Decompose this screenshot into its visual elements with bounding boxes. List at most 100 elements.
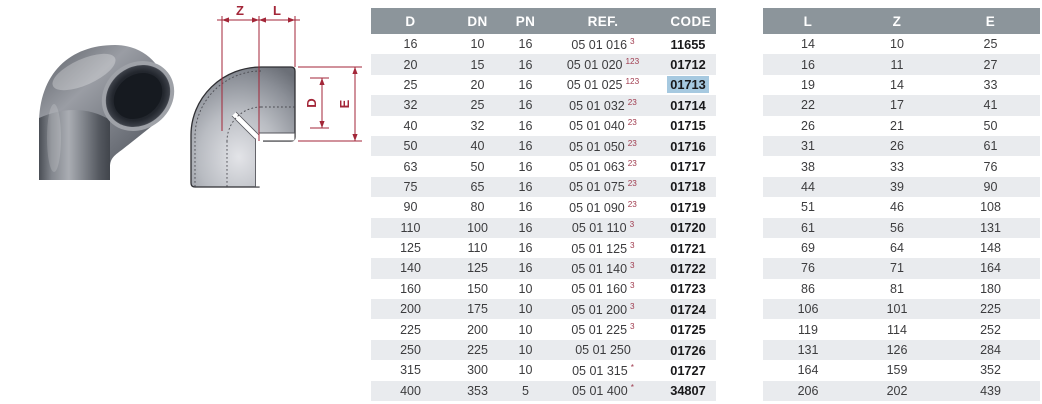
cell-z: 159	[886, 363, 908, 378]
cell-ref: 05 01 016 3	[571, 36, 635, 52]
cell-pn: 16	[505, 54, 546, 75]
reference-row: 315 300 10 05 01 315 * 01727	[371, 360, 716, 380]
cell-e: 61	[941, 135, 1040, 157]
dim-label-d: D	[304, 98, 319, 107]
cell-l: 26	[801, 118, 815, 133]
code-value: 01727	[670, 362, 706, 378]
cell-l: 44	[763, 176, 853, 198]
code-value: 01712	[670, 57, 706, 73]
code-value: 01721	[670, 240, 706, 256]
code-value: 01724	[670, 301, 706, 317]
cell-d: 75	[371, 176, 450, 198]
cell-z: 64	[890, 241, 904, 256]
ref-superscript: 3	[630, 322, 635, 332]
code-value: 01716	[670, 138, 706, 154]
cell-pn: 16	[505, 135, 546, 157]
dim-label-l: L	[273, 4, 281, 18]
reference-row: 63 50 16 05 01 063 23 01717	[371, 156, 716, 176]
cell-e: 50	[983, 118, 998, 133]
cell-d: 63	[403, 159, 418, 174]
cell-e: 76	[983, 159, 998, 174]
code-value: 01719	[670, 199, 706, 215]
cell-pn: 10	[505, 299, 546, 320]
ref-superscript: 3	[630, 240, 635, 250]
cell-pn: 16	[505, 95, 546, 116]
reference-row: 20 15 16 05 01 020 123 01712	[371, 54, 716, 75]
dimensions-row: 22 17 41	[763, 95, 1040, 116]
cell-ref: 05 01 025 123	[566, 77, 640, 93]
cell-z: 17	[853, 95, 941, 116]
cell-e: 90	[941, 176, 1040, 198]
code-value: 01718	[670, 179, 706, 195]
cell-code: 01726	[660, 339, 716, 361]
cell-z: 33	[890, 159, 904, 174]
ref-superscript: 3	[630, 260, 635, 270]
dimensions-row: 31 26 61	[763, 135, 1040, 157]
cell-ref: 05 01 040 23	[569, 118, 637, 134]
cell-ref: 05 01 032 23	[546, 95, 660, 116]
code-value: 01715	[670, 118, 706, 134]
code-value: 01722	[670, 260, 706, 276]
cell-code: 01727	[660, 360, 716, 380]
cell-ref: 05 01 125 3	[571, 240, 635, 256]
cell-e: 352	[980, 363, 1001, 378]
cell-code: 01716	[660, 135, 716, 157]
dimensions-row: 16 11 27	[763, 54, 1040, 75]
cell-e: 131	[941, 217, 1040, 238]
code-value: 11655	[670, 36, 706, 52]
pvc-elbow-photo-svg	[39, 45, 175, 180]
cell-d: 50	[371, 135, 450, 157]
cell-d: 32	[371, 95, 450, 116]
cell-dn: 200	[467, 322, 488, 337]
cell-code: 11655	[660, 34, 716, 54]
cell-dn: 32	[470, 118, 485, 133]
cell-ref: 05 01 090 23	[569, 199, 637, 215]
cell-d: 125	[400, 241, 421, 256]
cell-ref: 05 01 225 3	[571, 322, 635, 338]
cell-l: 51	[801, 200, 815, 215]
cell-z: 71	[853, 258, 941, 279]
cell-e: 284	[941, 339, 1040, 361]
cell-pn: 16	[505, 217, 546, 238]
cell-e: 25	[983, 37, 998, 52]
code-value: 01717	[670, 159, 706, 175]
col-header-ref: REF.	[546, 8, 660, 34]
dimensions-row: 19 14 33	[763, 75, 1040, 95]
cell-l: 16	[763, 54, 853, 75]
col-header-d: D	[371, 8, 450, 34]
dimensions-row: 86 81 180	[763, 279, 1040, 299]
reference-row: 160 150 10 05 01 160 3 01723	[371, 279, 716, 299]
cell-l: 14	[801, 37, 815, 52]
cell-code: 01725	[660, 319, 716, 339]
dimensions-row: 106 101 225	[763, 299, 1040, 320]
reference-row: 225 200 10 05 01 225 3 01725	[371, 319, 716, 339]
cell-d: 90	[403, 200, 418, 215]
ref-superscript: 23	[627, 118, 637, 128]
ref-superscript: 3	[630, 301, 635, 311]
cell-l: 86	[801, 281, 815, 296]
cell-d: 160	[400, 281, 421, 296]
cell-code: 01723	[660, 279, 716, 299]
elbow-socket-opening	[101, 61, 175, 131]
dimensions-row: 69 64 148	[763, 238, 1040, 258]
cell-ref: 05 01 050 23	[546, 135, 660, 157]
col-header-pn: PN	[505, 8, 546, 34]
cell-l: 38	[801, 159, 815, 174]
cell-pn: 16	[505, 176, 546, 198]
cell-dn: 25	[450, 95, 505, 116]
cell-dn: 80	[470, 200, 485, 215]
reference-row: 400 353 5 05 01 400 * 34807	[371, 380, 716, 402]
drawing-bore-cavity	[231, 111, 295, 187]
code-value: 01723	[670, 281, 706, 297]
cell-l: 206	[763, 380, 853, 402]
cell-code: 34807	[660, 380, 716, 402]
elbow-section-svg: Z L D E	[190, 3, 362, 188]
cell-dn: 40	[450, 135, 505, 157]
reference-row: 250 225 10 05 01 250 01726	[371, 339, 716, 361]
dimensions-row: 44 39 90	[763, 176, 1040, 198]
cell-d: 40	[403, 118, 418, 133]
col-header-l: L	[763, 8, 853, 34]
cell-d: 25	[403, 77, 418, 92]
cell-z: 81	[890, 281, 904, 296]
